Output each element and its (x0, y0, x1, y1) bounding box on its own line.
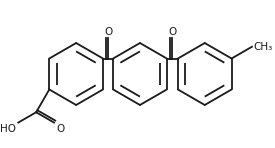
Text: O: O (56, 124, 64, 133)
Text: O: O (104, 27, 112, 37)
Text: HO: HO (0, 124, 16, 133)
Text: O: O (168, 27, 177, 37)
Text: CH₃: CH₃ (254, 42, 273, 52)
